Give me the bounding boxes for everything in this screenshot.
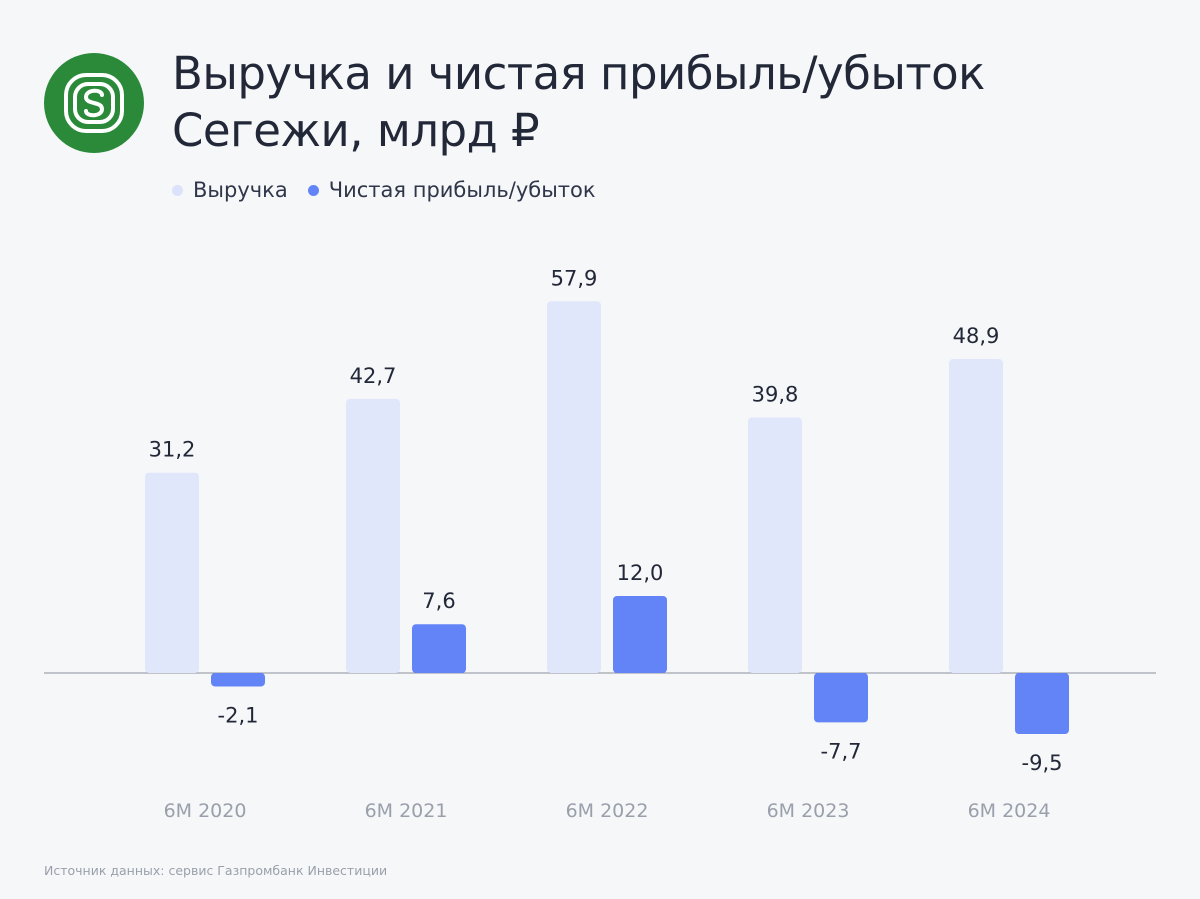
legend-label-revenue: Выручка bbox=[193, 178, 288, 202]
chart-title-line2: Сегежи, млрд ₽ bbox=[172, 104, 540, 157]
data-label-revenue-0: 31,2 bbox=[149, 438, 196, 462]
bar-net-1 bbox=[412, 624, 466, 673]
chart-title-line1: Выручка и чистая прибыль/убыток bbox=[172, 47, 985, 100]
x-tick-label-0: 6М 2020 bbox=[164, 800, 247, 822]
data-label-net-3: -7,7 bbox=[821, 739, 862, 763]
bar-net-4 bbox=[1015, 673, 1069, 734]
bar-net-0 bbox=[211, 673, 265, 687]
bar-revenue-1 bbox=[346, 398, 400, 673]
bar-net-3 bbox=[814, 673, 868, 723]
data-label-revenue-1: 42,7 bbox=[350, 364, 397, 388]
data-label-revenue-2: 57,9 bbox=[551, 266, 598, 290]
data-label-net-1: 7,6 bbox=[422, 589, 455, 613]
bar-revenue-4 bbox=[949, 359, 1003, 673]
bar-net-2 bbox=[613, 595, 667, 673]
data-label-revenue-4: 48,9 bbox=[953, 324, 1000, 348]
x-tick-label-4: 6М 2024 bbox=[968, 800, 1051, 822]
bar-revenue-0 bbox=[145, 472, 199, 673]
segezha-logo-icon bbox=[44, 53, 144, 153]
x-tick-label-1: 6М 2021 bbox=[365, 800, 448, 822]
data-label-net-4: -9,5 bbox=[1022, 751, 1063, 775]
legend-item-revenue: Выручка bbox=[172, 178, 288, 202]
x-tick-label-3: 6М 2023 bbox=[767, 800, 850, 822]
data-label-net-2: 12,0 bbox=[617, 561, 664, 585]
legend-item-net: Чистая прибыль/убыток bbox=[307, 178, 596, 202]
legend-swatch-net bbox=[307, 184, 319, 196]
x-tick-label-2: 6М 2022 bbox=[566, 800, 649, 822]
source-note: Источник данных: сервис Газпромбанк Инве… bbox=[44, 863, 388, 878]
data-label-revenue-3: 39,8 bbox=[752, 382, 799, 406]
legend-swatch-revenue bbox=[172, 184, 183, 196]
chart-legend: Выручка Чистая прибыль/убыток bbox=[172, 178, 616, 202]
chart-title: Выручка и чистая прибыль/убыток Сегежи, … bbox=[172, 45, 985, 159]
bar-revenue-2 bbox=[547, 301, 601, 673]
bar-revenue-3 bbox=[748, 417, 802, 673]
legend-label-net: Чистая прибыль/убыток bbox=[328, 178, 596, 202]
data-label-net-0: -2,1 bbox=[218, 703, 259, 727]
